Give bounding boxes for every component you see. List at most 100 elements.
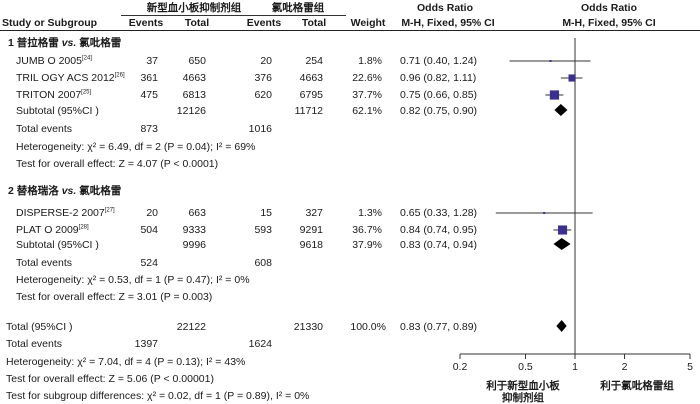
subgroup2-title: 2 替格瑞洛 vs. 氯吡格雷 [8,185,122,197]
study-name: TRIL OGY ACS 2012[26] [16,72,125,84]
study-weight: 22.6% [352,72,382,84]
or-header-right: Odds Ratio [580,2,637,14]
subgroup-differences: Test for subgroup differences: χ² = 0.02… [6,390,310,402]
summary-diamond [556,320,567,332]
col-total-2: Total [301,17,327,29]
study-marker [557,225,568,235]
study-ci: 0.96 (0.82, 1.11) [400,72,477,84]
study-e2: 20 [260,55,272,67]
total-label: Total (95%CI ) [6,321,73,333]
study-e2: 15 [260,207,272,219]
col-events-1: Events [128,17,164,29]
study-t2: 327 [305,207,323,219]
study-t1: 6813 [182,89,206,101]
study-name: TRITON 2007[25] [16,89,92,101]
subtotal-t2: 11712 [294,105,323,117]
study-marker [549,59,552,63]
study-weight: 36.7% [352,224,382,236]
subtotal-t1: 12126 [176,105,206,117]
total-events-label: Total events [6,338,63,350]
heterogeneity: Heterogeneity: χ² = 7.04, df = 4 (P = 0.… [6,356,246,368]
subtotal-label: Subtotal (95%CI ) [16,105,99,117]
overall-effect: Test for overall effect: Z = 5.06 (P < 0… [6,373,214,385]
col-weight: Weight [350,17,386,29]
study-ci: 0.84 (0.74, 0.95) [400,224,478,236]
study-e2: 593 [254,224,272,236]
total-events-label: Total events [16,123,73,135]
favours-new-label-1: 利于新型血小板 [486,380,560,392]
study-ci: 0.71 (0.40, 1.24) [400,55,478,67]
overall-effect: Test for overall effect: Z = 4.07 (P < 0… [16,158,219,170]
heterogeneity: Heterogeneity: χ² = 0.53, df = 1 (P = 0.… [16,274,250,286]
total-weight: 100.0% [350,321,386,333]
study-marker [549,90,560,100]
group-new-underline [121,15,265,16]
col-method-left: M-H, Fixed, 95% CI [401,17,495,29]
or-header-left: Odds Ratio [416,2,473,14]
study-e1: 504 [140,224,158,236]
subtotal-ci: 0.82 (0.75, 0.90) [400,105,478,117]
col-study: Study or Subgroup [2,17,98,29]
study-e1: 20 [146,207,158,219]
study-t2: 6795 [299,89,323,101]
total-events-2: 1016 [248,123,272,135]
subgroup1-title: 1 普拉格雷 vs. 氯吡格雷 [8,37,122,49]
total-events-label: Total events [16,257,73,269]
study-e2: 620 [254,89,272,101]
study-name: DISPERSE-2 2007[27] [16,207,115,219]
group-new-header: 新型血小板抑制剂组 [146,2,242,14]
study-t2: 9291 [299,224,323,236]
total-events-1: 873 [140,123,158,135]
total-events-2: 1624 [248,338,272,350]
summary-diamond [553,238,571,250]
header-rule [0,30,700,31]
total-events-1: 1397 [134,338,158,350]
study-ci: 0.65 (0.33, 1.28) [400,207,478,219]
subtotal-ci: 0.83 (0.74, 0.94) [400,239,478,251]
study-t1: 663 [188,207,206,219]
total-t2: 21330 [293,321,323,333]
col-total-1: Total [184,17,210,29]
study-weight: 1.8% [358,55,382,67]
study-marker [543,212,546,214]
group-clop-underline [243,15,346,16]
total-ci: 0.83 (0.77, 0.89) [400,321,478,333]
study-ci: 0.75 (0.66, 0.85) [400,89,478,101]
study-marker [568,74,576,82]
col-method-right: M-H, Fixed, 95% CI [562,17,656,29]
study-name: PLAT O 2009[28] [16,224,89,236]
subtotal-label: Subtotal (95%CI ) [16,239,99,251]
favours-clopidogrel-label: 利于氯吡格雷组 [600,380,674,392]
study-e2: 376 [254,72,272,84]
subtotal-weight: 37.9% [352,239,382,251]
x-tick-label: 0.5 [518,361,533,373]
study-name: JUMB O 2005[24] [16,55,92,67]
favours-new-label-2: 抑制剂组 [502,392,544,404]
total-events-1: 524 [140,257,158,269]
study-weight: 1.3% [358,207,382,219]
study-e1: 37 [146,55,158,67]
x-tick-label: 0.2 [453,361,468,373]
subtotal-t2: 9618 [299,239,323,251]
total-t1: 22122 [176,321,206,333]
study-e1: 361 [140,72,158,84]
study-t2: 254 [305,55,323,67]
study-t1: 9333 [182,224,206,236]
heterogeneity: Heterogeneity: χ² = 6.49, df = 2 (P = 0.… [16,141,256,153]
study-t2: 4663 [299,72,323,84]
subtotal-t1: 9996 [182,239,206,251]
total-events-2: 608 [254,257,272,269]
study-t1: 4663 [182,72,206,84]
group-clop-header: 氯吡格雷组 [271,2,325,14]
x-tick-label: 1 [572,361,578,373]
x-tick-label: 5 [687,361,693,373]
summary-diamond [554,104,568,116]
study-weight: 37.7% [352,89,382,101]
study-e1: 475 [140,89,158,101]
study-t1: 650 [188,55,206,67]
subtotal-weight: 62.1% [352,105,382,117]
overall-effect: Test for overall effect: Z = 3.01 (P = 0… [16,291,213,303]
col-events-2: Events [246,17,282,29]
